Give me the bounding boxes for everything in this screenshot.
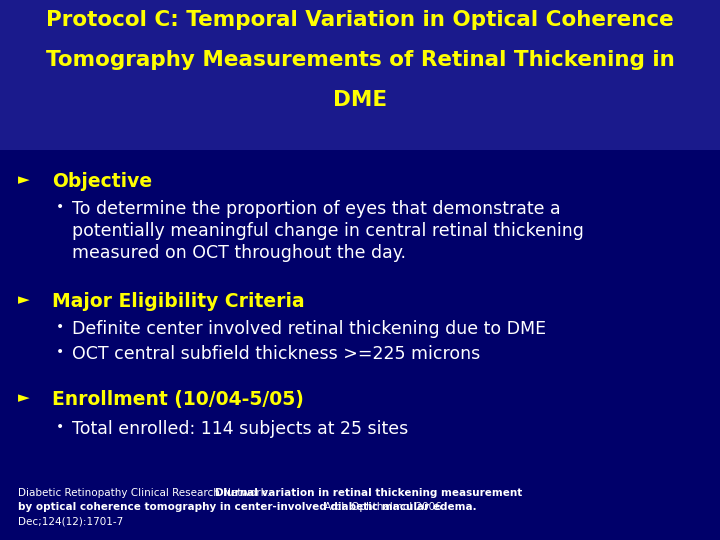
Text: •: • bbox=[56, 320, 64, 334]
Text: •: • bbox=[56, 200, 64, 214]
Text: Diabetic Retinopathy Clinical Research Network.: Diabetic Retinopathy Clinical Research N… bbox=[18, 488, 274, 498]
Text: To determine the proportion of eyes that demonstrate a
potentially meaningful ch: To determine the proportion of eyes that… bbox=[72, 200, 584, 262]
Text: OCT central subfield thickness >=225 microns: OCT central subfield thickness >=225 mic… bbox=[72, 345, 480, 363]
Text: Major Eligibility Criteria: Major Eligibility Criteria bbox=[52, 292, 305, 311]
Text: Objective: Objective bbox=[52, 172, 152, 191]
Text: Definite center involved retinal thickening due to DME: Definite center involved retinal thicken… bbox=[72, 320, 546, 338]
Text: DME: DME bbox=[333, 90, 387, 110]
Text: Total enrolled: 114 subjects at 25 sites: Total enrolled: 114 subjects at 25 sites bbox=[72, 420, 408, 438]
Text: Diurnal variation in retinal thickening measurement: Diurnal variation in retinal thickening … bbox=[215, 488, 522, 498]
Text: •: • bbox=[56, 345, 64, 359]
Text: •: • bbox=[56, 420, 64, 434]
Text: Protocol C: Temporal Variation in Optical Coherence: Protocol C: Temporal Variation in Optica… bbox=[46, 10, 674, 30]
Bar bbox=[0, 0, 720, 150]
Text: ►: ► bbox=[18, 390, 30, 405]
Text: by optical coherence tomography in center-involved diabetic macular edema.: by optical coherence tomography in cente… bbox=[18, 502, 477, 512]
Text: ►: ► bbox=[18, 292, 30, 307]
Text: Enrollment (10/04-5/05): Enrollment (10/04-5/05) bbox=[52, 390, 304, 409]
Text: Dec;124(12):1701-7: Dec;124(12):1701-7 bbox=[18, 516, 123, 526]
Text: Tomography Measurements of Retinal Thickening in: Tomography Measurements of Retinal Thick… bbox=[45, 50, 675, 70]
Text: ►: ► bbox=[18, 172, 30, 187]
Text: Arch Ophthalmol 2006: Arch Ophthalmol 2006 bbox=[321, 502, 442, 512]
